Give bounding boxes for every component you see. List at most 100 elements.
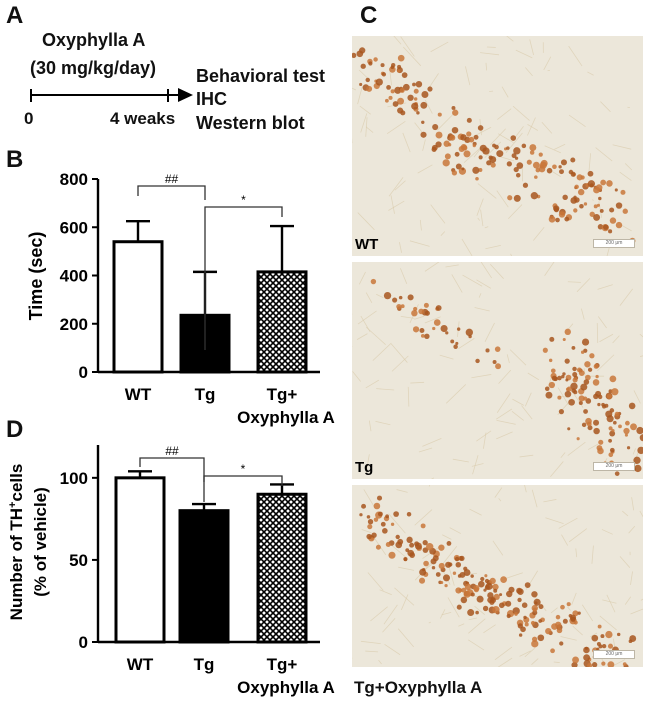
fiber: [441, 612, 452, 616]
fiber: [414, 315, 425, 320]
stained-cell: [476, 595, 484, 603]
fiber: [468, 618, 486, 634]
stained-cell: [432, 555, 439, 562]
stained-cell: [517, 597, 522, 603]
significance-label: *: [241, 462, 246, 476]
stained-cell: [523, 615, 527, 620]
stained-cell: [587, 180, 596, 188]
stained-cell: [420, 523, 426, 529]
fiber: [474, 307, 490, 312]
micrograph-wt: WT 200 μm: [352, 36, 643, 256]
significance-bracket: [203, 475, 283, 502]
fiber: [414, 122, 423, 133]
stained-cell: [558, 211, 566, 218]
fiber: [590, 632, 598, 638]
fiber: [388, 200, 405, 211]
stained-cell: [608, 438, 612, 443]
fiber: [424, 563, 433, 571]
stained-cell: [394, 86, 402, 94]
stained-cell: [492, 360, 497, 364]
stained-cell: [506, 146, 510, 150]
stained-cell: [595, 390, 602, 397]
stained-cell: [400, 304, 405, 309]
micrograph-tg-oxy-label: Tg+Oxyphylla A: [354, 678, 483, 697]
stained-cell: [435, 131, 443, 139]
fiber: [428, 621, 431, 624]
fiber: [358, 69, 368, 79]
fiber: [430, 204, 446, 224]
stained-cell: [411, 309, 418, 317]
stained-cell: [615, 202, 623, 209]
stained-cell: [559, 641, 564, 646]
stained-cell: [604, 403, 609, 408]
stained-cell: [555, 217, 560, 223]
fiber: [370, 606, 388, 622]
fiber: [571, 592, 577, 606]
stained-cell: [366, 85, 373, 92]
stained-cell: [478, 155, 483, 160]
fiber: [365, 454, 370, 475]
fiber: [498, 498, 502, 502]
stained-cell: [359, 82, 363, 87]
fiber: [485, 244, 501, 250]
stained-cell: [595, 374, 599, 379]
fiber: [424, 316, 441, 324]
y-axis-label-line2: (% of vehicle): [31, 487, 50, 597]
stained-cell: [530, 620, 536, 626]
stained-cell: [456, 604, 462, 610]
stained-cell: [596, 641, 601, 646]
stained-cell: [548, 381, 556, 389]
stained-cell: [598, 439, 604, 445]
x-tick-label: WT: [125, 385, 152, 404]
fiber: [545, 517, 564, 524]
fiber: [357, 310, 377, 325]
stained-cell: [557, 375, 562, 381]
fiber: [419, 219, 422, 231]
stained-cell: [401, 72, 408, 78]
stained-cell: [499, 593, 503, 597]
fiber: [402, 46, 422, 67]
fiber: [383, 604, 398, 625]
stained-cell: [450, 339, 455, 344]
fiber: [447, 597, 460, 618]
stained-cell: [418, 308, 425, 315]
stained-cell: [468, 136, 475, 143]
stained-cell: [549, 336, 555, 342]
bar: [256, 492, 308, 644]
stained-cell: [463, 150, 471, 158]
stained-cell: [639, 434, 643, 442]
fiber: [550, 461, 564, 478]
fiber: [476, 198, 484, 216]
stained-cell: [560, 159, 567, 166]
fiber: [576, 278, 591, 293]
fiber: [506, 354, 510, 364]
fiber: [439, 354, 454, 360]
stained-cell: [562, 194, 568, 201]
fiber: [365, 379, 380, 389]
stained-cell: [473, 134, 479, 140]
stained-cell: [420, 333, 425, 338]
stained-cell: [393, 511, 399, 517]
stained-cell: [521, 143, 527, 149]
fiber: [397, 628, 414, 648]
fiber: [599, 615, 617, 631]
fiber: [506, 36, 514, 42]
outcome-ihc: IHC: [196, 89, 227, 109]
stained-cell: [559, 169, 564, 175]
stained-cell: [513, 147, 521, 155]
stained-cell: [380, 63, 385, 68]
stained-cell: [433, 319, 441, 326]
timeline-arrow: [30, 88, 193, 102]
stained-cell: [562, 372, 566, 376]
stained-cell: [529, 150, 535, 155]
stained-cell: [414, 541, 420, 547]
stained-cell: [498, 602, 505, 609]
fiber: [628, 525, 636, 534]
fiber: [400, 268, 408, 284]
fiber: [489, 263, 504, 279]
fiber: [480, 262, 493, 279]
stained-cell: [373, 517, 379, 522]
stained-cell: [388, 95, 393, 100]
fiber: [525, 67, 533, 77]
fiber: [400, 36, 415, 57]
